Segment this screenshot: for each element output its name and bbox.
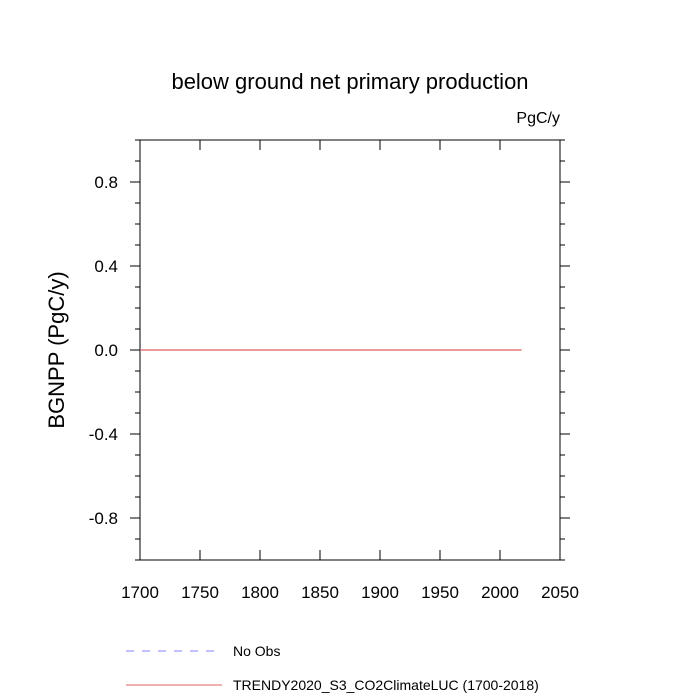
units-label: PgC/y: [516, 110, 560, 127]
x-tick-label: 1850: [301, 583, 339, 602]
x-tick-label: 2050: [541, 583, 579, 602]
y-tick-label: -0.4: [89, 425, 118, 444]
x-tick-label: 1950: [421, 583, 459, 602]
chart-title: below ground net primary production: [171, 69, 528, 94]
y-tick-label: 0.4: [94, 257, 118, 276]
x-tick-label: 1700: [121, 583, 159, 602]
x-tick-label: 2000: [481, 583, 519, 602]
x-tick-label: 1750: [181, 583, 219, 602]
y-tick-label: 0.8: [94, 173, 118, 192]
legend-label: TRENDY2020_S3_CO2ClimateLUC (1700-2018): [233, 677, 539, 693]
legend: No Obs TRENDY2020_S3_CO2ClimateLUC (1700-…: [126, 643, 539, 693]
y-axis-label: BGNPP (PgC/y): [44, 271, 69, 428]
y-tick-label: -0.8: [89, 509, 118, 528]
legend-label: No Obs: [233, 643, 280, 659]
x-tick-label: 1900: [361, 583, 399, 602]
x-tick-label: 1800: [241, 583, 279, 602]
y-tick-label: 0.0: [94, 341, 118, 360]
axis-ticks: 1700 1750 1800 1850 1900 1950 2000 2050 0.8 0.4 0.…: [89, 139, 579, 602]
